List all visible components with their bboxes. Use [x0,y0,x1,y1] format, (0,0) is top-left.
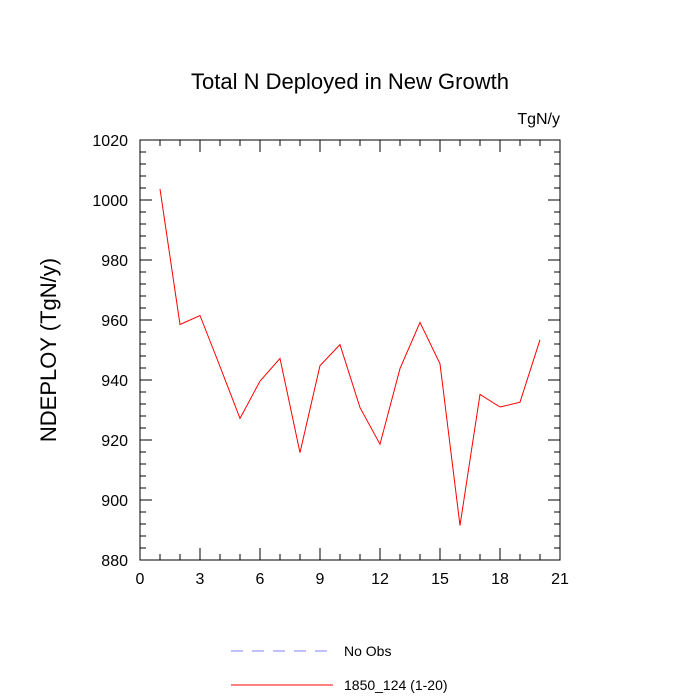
plot-frame [139,139,561,561]
x-tick-label: 9 [316,571,325,588]
y-tick-label: 1000 [92,193,128,210]
y-tick-label: 1020 [92,133,128,150]
series-line [159,188,541,526]
y-tick-label: 880 [101,553,128,570]
chart-title: Total N Deployed in New Growth [191,69,509,94]
x-tick-label: 21 [551,571,569,588]
y-tick-label: 940 [101,373,128,390]
y-tick-label: 960 [101,313,128,330]
x-tick-label: 0 [136,571,145,588]
y-tick-label: 920 [101,433,128,450]
axis-ticks: 0 3 6 9 12 15 18 21 880 900 920 940 960 980 1000 1020 [92,133,569,588]
units-label: TgN/y [517,111,560,128]
x-tick-label: 15 [431,571,449,588]
legend-label: No Obs [344,643,391,659]
x-tick-label: 3 [196,571,205,588]
x-tick-label: 12 [371,571,389,588]
y-axis-label: NDEPLOY (TgN/y) [36,258,61,442]
y-tick-label: 900 [101,493,128,510]
legend-label: 1850_124 (1-20) [344,677,448,693]
x-tick-label: 6 [256,571,265,588]
legend: No Obs 1850_124 (1-20) [231,643,448,693]
series-layer [159,188,541,526]
y-tick-label: 980 [101,253,128,270]
x-tick-label: 18 [491,571,509,588]
